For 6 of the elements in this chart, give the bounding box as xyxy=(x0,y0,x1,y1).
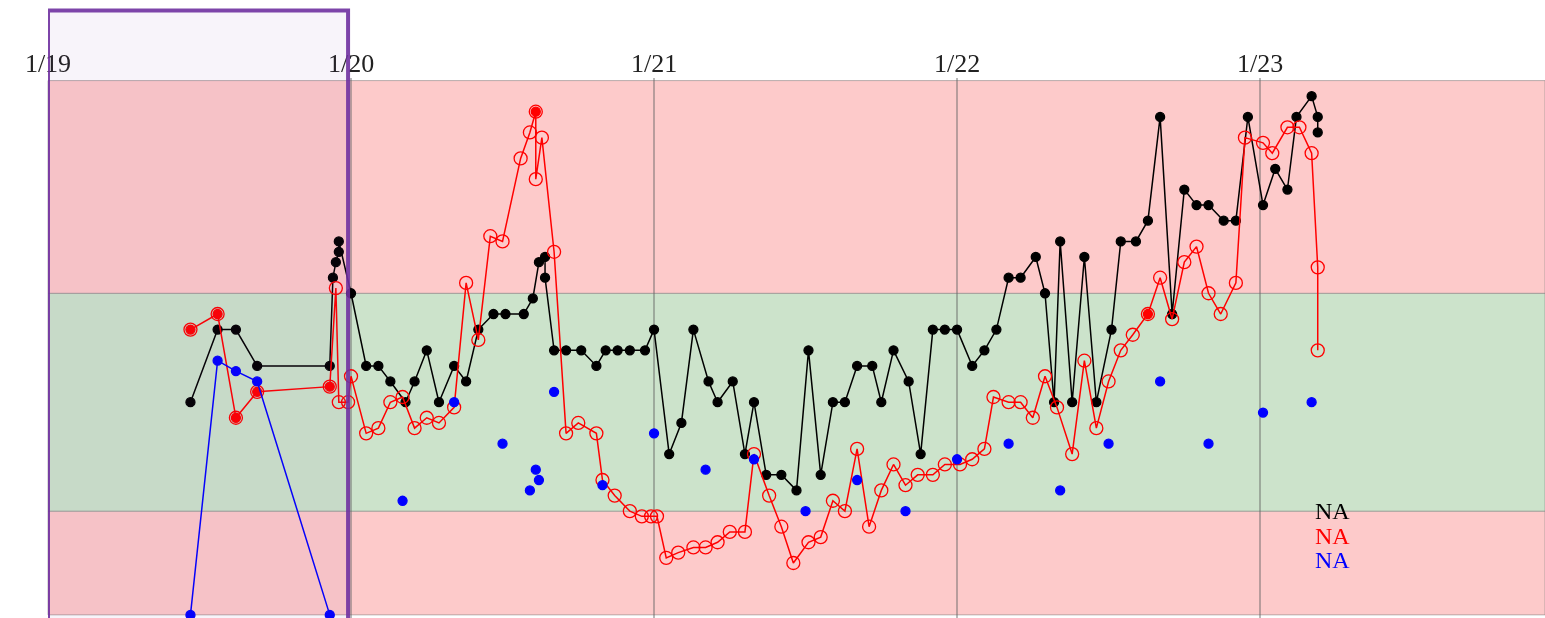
annotation: NA xyxy=(1315,547,1351,573)
annotation: NA xyxy=(1315,523,1351,549)
x-tick-label: 1/22 xyxy=(933,48,981,78)
x-tick-label: 1/23 xyxy=(1236,48,1284,78)
annotation: NA xyxy=(1315,498,1351,524)
x-tick-label: 1/21 xyxy=(630,48,678,78)
